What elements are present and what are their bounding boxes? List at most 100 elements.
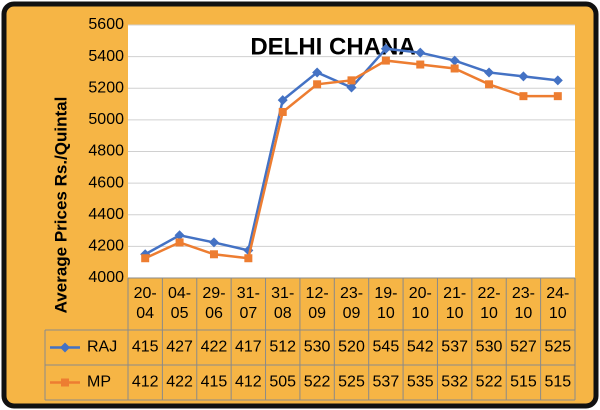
data-table-cell: 522 (476, 374, 503, 391)
data-table-cell: 522 (304, 374, 331, 391)
x-tick-label-line: 12- (306, 285, 329, 302)
marker (553, 92, 562, 101)
x-tick-label-line: 29- (202, 285, 225, 302)
data-table-cell: 532 (441, 374, 468, 391)
x-tick-label-line: 05 (171, 305, 189, 322)
y-tick-label: 5400 (88, 48, 124, 65)
x-tick-label: 23-09 (340, 285, 363, 322)
data-table-cell: 505 (269, 374, 296, 391)
x-tick-label: 29-06 (202, 285, 225, 322)
data-table-cell: 527 (510, 339, 537, 356)
marker (209, 250, 218, 259)
y-axis-label: Average Prices Rs./Quintal (51, 97, 70, 314)
y-tick-label: 5600 (88, 16, 124, 33)
y-tick-label: 4000 (88, 269, 124, 286)
marker (484, 67, 495, 78)
y-tick-label: 4600 (88, 174, 124, 191)
y-tick-label: 4200 (88, 238, 124, 255)
legend-marker (61, 378, 69, 387)
marker (313, 80, 322, 89)
x-tick-label-line: 10 (446, 305, 464, 322)
x-tick-label-line: 06 (205, 305, 223, 322)
marker (380, 43, 391, 54)
data-table-cell: 525 (544, 339, 571, 356)
x-tick-label-line: 08 (274, 305, 292, 322)
data-table-cell: 417 (235, 339, 262, 356)
x-tick-label-line: 04 (136, 305, 154, 322)
marker (518, 71, 529, 82)
x-tick-label-line: 10 (411, 305, 429, 322)
marker (208, 237, 219, 248)
x-tick-label: 31-08 (271, 285, 294, 322)
x-tick-label: 22-10 (477, 285, 500, 322)
marker (141, 254, 150, 263)
marker (450, 64, 459, 73)
data-table-cell: 530 (476, 339, 503, 356)
marker (174, 230, 185, 241)
marker (449, 55, 460, 66)
legend-label: RAJ (87, 339, 117, 356)
x-tick-label: 12-09 (306, 285, 329, 322)
data-table-cell: 515 (510, 374, 537, 391)
x-tick-label: 19-10 (374, 285, 397, 322)
data-table-cell: 415 (132, 339, 159, 356)
legend-label: MP (87, 374, 111, 391)
data-table-cell: 427 (166, 339, 193, 356)
data-table-cell: 530 (304, 339, 331, 356)
y-tick-label: 4400 (88, 206, 124, 223)
x-tick-label: 04-05 (168, 285, 191, 322)
y-tick-label: 5200 (88, 79, 124, 96)
data-table-cell: 412 (132, 374, 159, 391)
x-tick-label-line: 23- (340, 285, 363, 302)
x-tick-label: 24-10 (546, 285, 569, 322)
data-table-cell: 422 (201, 339, 228, 356)
y-tick-label: 4800 (88, 143, 124, 160)
x-tick-label-line: 07 (239, 305, 257, 322)
x-tick-label-line: 31- (271, 285, 294, 302)
x-tick-label: 21-10 (443, 285, 466, 322)
x-tick-label-line: 20- (409, 285, 432, 302)
data-table-cell: 520 (338, 339, 365, 356)
marker (347, 76, 356, 85)
x-tick-label: 20-04 (134, 285, 157, 322)
data-table-cell: 512 (269, 339, 296, 356)
data-table-cell: 542 (407, 339, 434, 356)
marker (552, 75, 563, 86)
x-tick-label-line: 24- (546, 285, 569, 302)
x-tick-label-line: 31- (237, 285, 260, 302)
x-tick-label-line: 23- (512, 285, 535, 302)
data-table-cell: 415 (201, 374, 228, 391)
marker (277, 95, 288, 106)
marker (519, 92, 528, 101)
data-table-cell: 422 (166, 374, 193, 391)
marker (381, 56, 390, 65)
marker (312, 67, 323, 78)
data-table-cell: 545 (373, 339, 400, 356)
x-tick-label-line: 22- (477, 285, 500, 302)
x-tick-label: 23-10 (512, 285, 535, 322)
marker (416, 60, 425, 69)
x-tick-label-line: 04- (168, 285, 191, 302)
data-table-cell: 525 (338, 374, 365, 391)
x-tick-label-line: 09 (343, 305, 361, 322)
x-tick-label-line: 10 (549, 305, 567, 322)
data-table-cell: 537 (441, 339, 468, 356)
y-tick-label: 5000 (88, 111, 124, 128)
x-tick-label: 20-10 (409, 285, 432, 322)
x-tick-label-line: 20- (134, 285, 157, 302)
marker (415, 47, 426, 58)
data-table-cell: 412 (235, 374, 262, 391)
x-tick-label-line: 09 (308, 305, 326, 322)
marker (485, 80, 494, 89)
data-table-cell: 537 (373, 374, 400, 391)
legend-marker (60, 342, 70, 353)
marker (244, 254, 253, 263)
data-table-cell: 535 (407, 374, 434, 391)
x-tick-label-line: 19- (374, 285, 397, 302)
x-tick-label-line: 10 (377, 305, 395, 322)
marker (175, 238, 184, 247)
marker (346, 82, 357, 93)
x-tick-label-line: 10 (480, 305, 498, 322)
x-tick-label: 31-07 (237, 285, 260, 322)
